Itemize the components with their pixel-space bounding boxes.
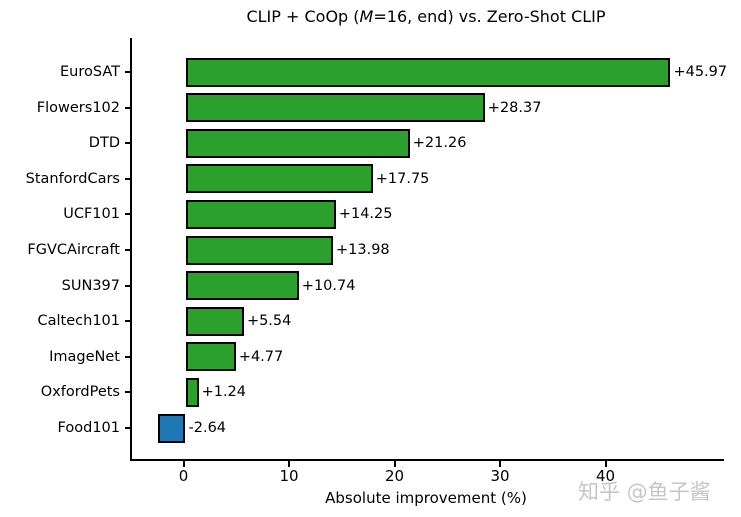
bar-value-label: +21.26 xyxy=(412,135,467,152)
x-tick-mark xyxy=(393,461,396,467)
y-tick-label-caltech101: Caltech101 xyxy=(37,313,120,330)
y-tick-label-oxfordpets: OxfordPets xyxy=(40,384,120,401)
y-tick-label-flowers102: Flowers102 xyxy=(36,99,120,116)
y-tick-mark xyxy=(125,177,130,180)
y-tick-mark xyxy=(125,427,130,429)
y-tick-label-ucf101: UCF101 xyxy=(63,206,120,223)
bar-stanfordcars xyxy=(185,164,373,194)
bar-value-label: +28.37 xyxy=(487,99,542,116)
y-tick-mark xyxy=(125,320,130,323)
bar-fgvcaircraft xyxy=(185,235,333,265)
bar-value-label: +14.25 xyxy=(338,206,393,223)
bar-value-label: +5.54 xyxy=(246,313,292,330)
x-tick-label-30: 30 xyxy=(490,467,510,485)
bar-value-label: +1.24 xyxy=(201,384,247,401)
x-tick-label-40: 40 xyxy=(595,467,616,485)
x-tick-mark xyxy=(288,461,290,467)
y-tick-mark xyxy=(125,249,130,251)
bar-value-label: -2.64 xyxy=(188,420,227,436)
x-tick-label-0: 0 xyxy=(178,467,189,485)
chart-title: CLIP + CoOp (M=16, end) vs. Zero-Shot CL… xyxy=(130,7,722,26)
chart-title-pre: CLIP + CoOp ( xyxy=(246,7,360,26)
bar-ucf101 xyxy=(185,199,336,229)
x-tick-mark xyxy=(604,461,607,467)
bar-value-label: +45.97 xyxy=(673,64,728,80)
x-axis-label: Absolute improvement (%) xyxy=(325,489,527,507)
y-tick-mark xyxy=(125,142,130,145)
y-tick-label-fgvcaircraft: FGVCAircraft xyxy=(27,242,120,258)
y-tick-label-eurosat: EuroSAT xyxy=(60,64,120,80)
bar-caltech101 xyxy=(185,306,244,336)
y-tick-label-imagenet: ImageNet xyxy=(49,348,120,365)
bar-eurosat xyxy=(185,57,671,87)
y-tick-label-food101: Food101 xyxy=(57,420,120,436)
y-tick-label-sun397: SUN397 xyxy=(61,277,120,294)
y-tick-mark xyxy=(125,213,130,216)
chart-title-m: M xyxy=(359,7,374,26)
y-tick-mark xyxy=(125,106,130,109)
x-tick-label-20: 20 xyxy=(384,467,405,485)
bar-sun397 xyxy=(185,271,299,301)
y-tick-mark xyxy=(125,284,130,287)
bar-value-label: +13.98 xyxy=(335,242,390,258)
y-tick-label-dtd: DTD xyxy=(88,135,120,152)
y-tick-label-stanfordcars: StanfordCars xyxy=(25,170,120,187)
bar-value-label: +17.75 xyxy=(375,170,430,187)
plot-area: +45.97 +28.37 +21.26 +17.75 +14.25 +13.98 +10.… xyxy=(130,38,728,461)
bar-imagenet xyxy=(185,342,236,372)
x-tick-mark xyxy=(499,461,501,467)
x-tick-mark xyxy=(182,461,185,467)
bar-value-label: +10.74 xyxy=(301,277,356,294)
bar-food101 xyxy=(157,413,186,443)
bar-oxfordpets xyxy=(185,377,199,407)
y-tick-mark xyxy=(125,71,130,73)
watermark: 知乎 @鱼子酱 xyxy=(578,480,711,504)
y-tick-mark xyxy=(125,355,130,358)
bar-flowers102 xyxy=(185,93,485,123)
chart-title-post: =16, end) vs. Zero-Shot CLIP xyxy=(373,7,606,26)
x-tick-label-10: 10 xyxy=(279,467,299,485)
bar-dtd xyxy=(185,128,410,158)
y-tick-mark xyxy=(125,391,130,394)
bar-value-label: +4.77 xyxy=(238,348,284,365)
